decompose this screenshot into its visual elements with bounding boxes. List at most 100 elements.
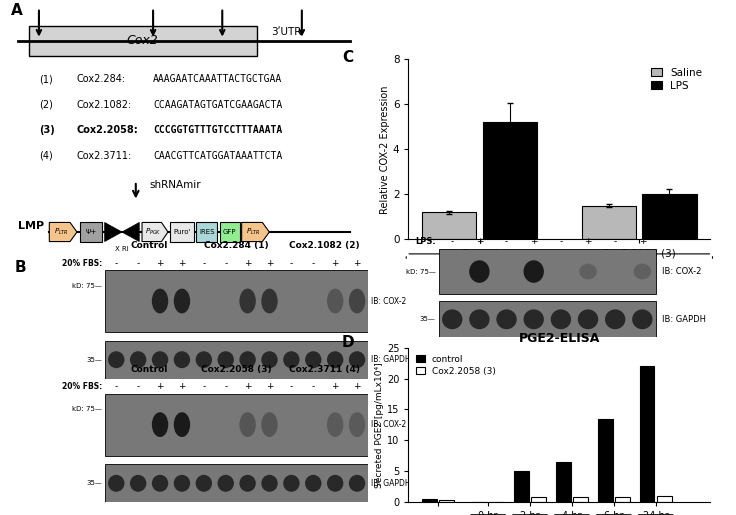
Text: CAACGTTCATGGATAAATTCTA: CAACGTTCATGGATAAATTCTA [153,150,283,161]
Text: 35—: 35— [420,316,436,322]
Ellipse shape [283,351,300,368]
Text: 35—: 35— [86,480,102,486]
Ellipse shape [442,310,462,329]
Ellipse shape [261,351,277,368]
Text: -: - [290,383,293,391]
Ellipse shape [349,412,365,437]
Ellipse shape [218,351,234,368]
Text: (3): (3) [39,125,54,135]
Text: Puro': Puro' [174,229,191,235]
Text: +: + [331,259,339,268]
Ellipse shape [634,264,651,280]
Polygon shape [122,222,139,242]
Ellipse shape [327,351,344,368]
Bar [439,249,656,294]
Bar [105,270,368,332]
Text: GFP: GFP [223,229,236,235]
Ellipse shape [239,288,256,314]
Ellipse shape [496,310,517,329]
Text: X RI: X RI [115,246,129,252]
Bar [657,496,672,502]
Text: Cox2.3711 (4): Cox2.3711 (4) [289,365,360,374]
Text: Cox2.1082:: Cox2.1082: [77,99,132,110]
Text: Cox2.2058:: Cox2.2058: [77,125,138,135]
Ellipse shape [239,475,256,492]
Text: -: - [137,259,140,268]
Text: Cox2.2058 (3): Cox2.2058 (3) [202,365,272,374]
Text: Cox2.284 (1): Cox2.284 (1) [205,241,269,250]
Text: D: D [342,335,355,350]
Text: -: - [311,259,315,268]
Text: +: + [353,383,361,391]
Ellipse shape [470,260,489,283]
Text: 3ʹUTR: 3ʹUTR [271,27,301,37]
Text: Control: Control [130,241,168,250]
Ellipse shape [305,351,322,368]
Ellipse shape [130,475,146,492]
Text: 20% FBS:: 20% FBS: [62,259,102,268]
Y-axis label: Secreted PGE2 [pg/mLx10⁴]: Secreted PGE2 [pg/mLx10⁴] [375,362,384,488]
Text: Ψ+: Ψ+ [85,229,96,235]
Ellipse shape [130,351,146,368]
Ellipse shape [605,310,626,329]
Ellipse shape [261,475,277,492]
Bar [422,212,476,239]
Text: -: - [202,259,205,268]
Text: -: - [559,237,562,246]
Text: IB: GAPDH: IB: GAPDH [371,479,411,488]
Text: 35—: 35— [86,357,102,363]
Text: IB: GAPDH: IB: GAPDH [371,355,411,364]
Text: CCAAGATAGTGATCGAAGACTA: CCAAGATAGTGATCGAAGACTA [153,99,283,110]
Text: -: - [202,383,205,391]
Title: PGE2-ELISA: PGE2-ELISA [519,332,600,345]
Bar [422,499,436,502]
Ellipse shape [578,310,598,329]
Text: -: - [224,259,227,268]
Bar [29,26,257,56]
Bar [640,366,654,502]
Bar [196,222,217,242]
Bar [483,123,537,239]
Text: +: + [353,259,361,268]
Text: IB: COX-2: IB: COX-2 [662,267,701,276]
Text: -: - [290,259,293,268]
Text: +: + [156,259,164,268]
Ellipse shape [196,475,212,492]
Ellipse shape [305,475,322,492]
Polygon shape [49,222,77,242]
Bar [556,462,570,502]
Text: +: + [266,259,273,268]
Ellipse shape [349,351,365,368]
Bar [573,496,588,502]
Text: Cox2.3711:: Cox2.3711: [77,150,132,161]
Bar [105,341,368,379]
Bar [643,194,696,239]
Bar [581,205,636,239]
Ellipse shape [470,310,489,329]
Text: Control: Control [130,365,168,374]
Legend: Saline, LPS: Saline, LPS [648,64,705,94]
Polygon shape [105,222,122,242]
Text: Cox2.1082 (2): Cox2.1082 (2) [289,241,359,250]
Ellipse shape [327,475,344,492]
Text: (2): (2) [39,99,53,110]
Bar [219,222,239,242]
Ellipse shape [283,475,300,492]
Text: C: C [342,50,353,65]
Text: 3: 3 [219,0,226,2]
Text: 2: 2 [149,0,157,2]
Text: AAAGAATCAAATTACTGCTGAA: AAAGAATCAAATTACTGCTGAA [153,74,283,84]
Bar [615,496,630,502]
Text: -: - [311,383,315,391]
Text: +: + [156,383,164,391]
Ellipse shape [174,351,190,368]
Text: -: - [614,237,617,246]
Text: kD: 75—: kD: 75— [72,283,102,288]
Ellipse shape [108,475,124,492]
Text: kD: 75—: kD: 75— [72,406,102,412]
Text: +: + [178,259,185,268]
Text: -: - [505,237,508,246]
Ellipse shape [261,412,277,437]
Ellipse shape [174,412,190,437]
Text: +: + [475,237,483,246]
